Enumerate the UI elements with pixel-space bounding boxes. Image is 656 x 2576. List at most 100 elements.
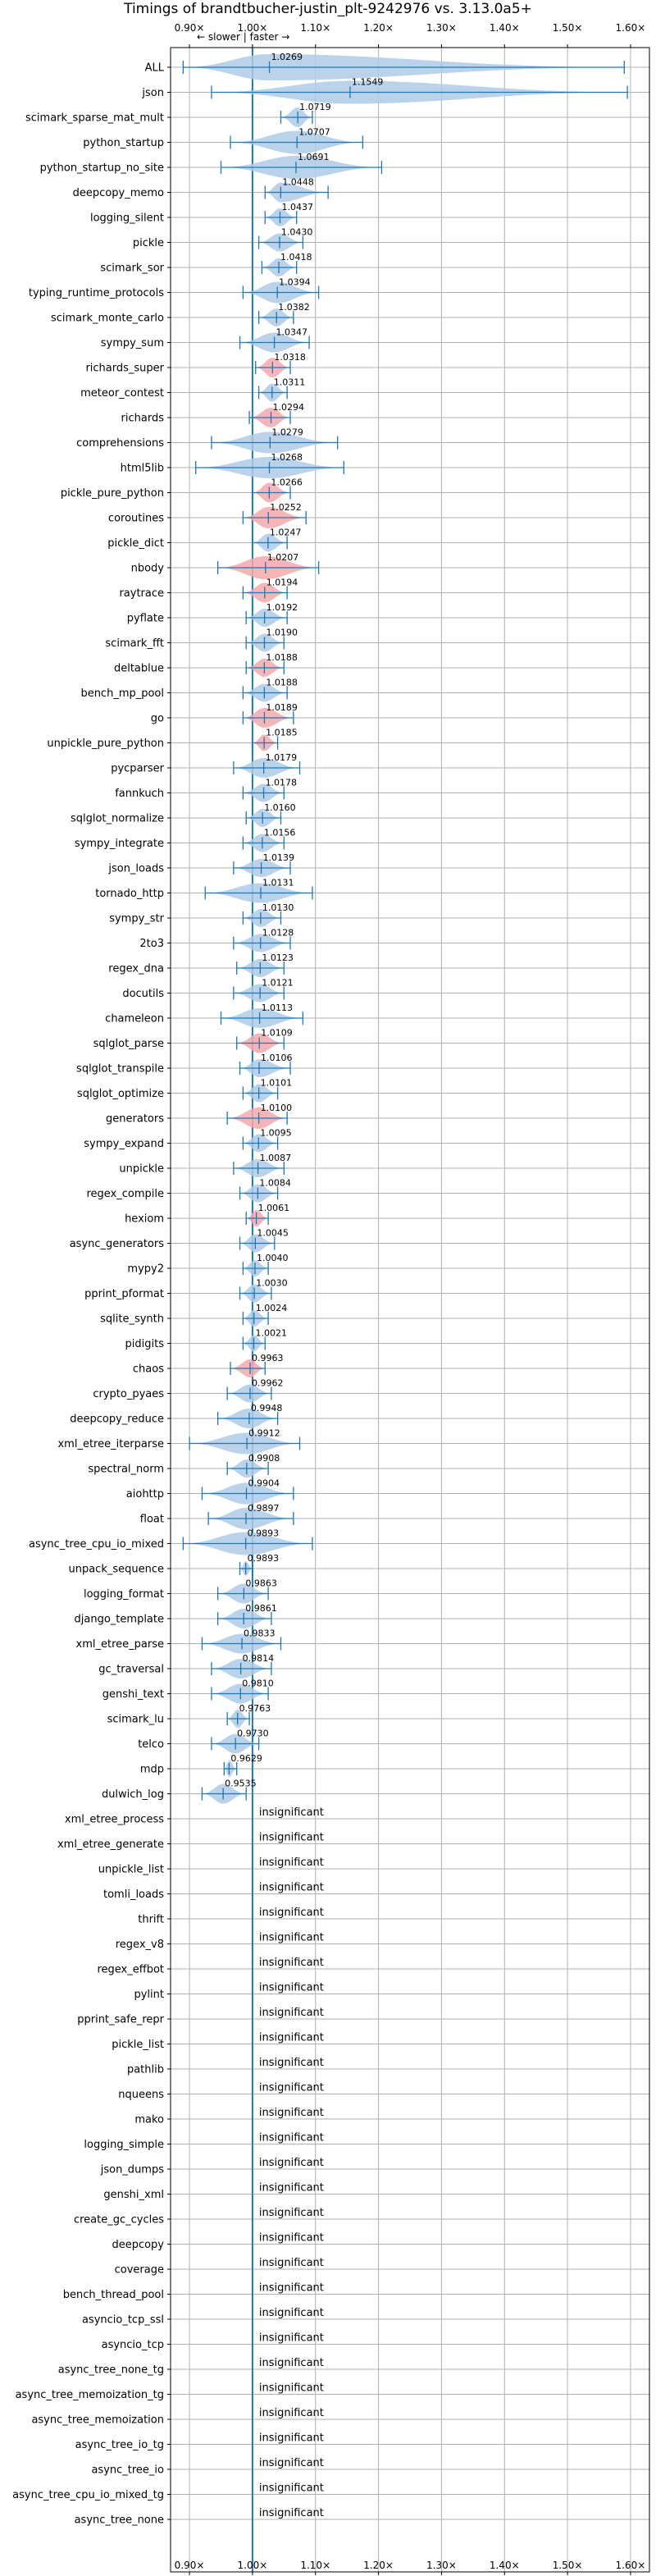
data-label: 0.9629 bbox=[230, 1753, 262, 1764]
data-label: 1.0045 bbox=[257, 1228, 289, 1239]
data-label: 1.0279 bbox=[271, 427, 303, 438]
data-label: 1.0123 bbox=[262, 952, 294, 963]
data-label: 1.0190 bbox=[266, 628, 298, 638]
category-label: html5lib bbox=[121, 463, 164, 475]
category-label: pidigits bbox=[125, 1338, 165, 1350]
insignificant-label: insignificant bbox=[259, 2032, 324, 2044]
category-label: async_tree_io_tg bbox=[75, 2439, 164, 2451]
data-label: 0.9962 bbox=[252, 1378, 284, 1389]
category-label: richards bbox=[121, 413, 165, 425]
insignificant-label: insignificant bbox=[259, 1882, 324, 1894]
category-label: xml_etree_parse bbox=[76, 1638, 164, 1651]
insignificant-label: insignificant bbox=[259, 1932, 324, 1944]
data-label: 1.0318 bbox=[274, 352, 306, 363]
insignificant-label: insignificant bbox=[259, 2132, 324, 2144]
insignificant-label: insignificant bbox=[259, 2007, 324, 2019]
data-label: 1.0061 bbox=[258, 1203, 290, 1213]
data-label: 1.0294 bbox=[272, 402, 304, 413]
insignificant-label: insignificant bbox=[259, 1982, 324, 1994]
category-label: nqueens bbox=[118, 2089, 164, 2101]
insignificant-label: insignificant bbox=[259, 2182, 324, 2195]
category-label: django_template bbox=[75, 1614, 164, 1626]
category-label: scimark_lu bbox=[107, 1714, 164, 1726]
category-label: fannkuch bbox=[115, 788, 164, 800]
category-label: sqlglot_transpile bbox=[76, 1063, 164, 1076]
category-label: mdp bbox=[140, 1764, 164, 1776]
category-label: 2to3 bbox=[139, 938, 164, 950]
x-tick-label-top: 1.60× bbox=[616, 22, 646, 34]
data-label: 0.9863 bbox=[245, 1578, 277, 1589]
data-label: 0.9893 bbox=[248, 1528, 280, 1539]
category-label: unpickle_pure_python bbox=[47, 738, 164, 750]
category-label: logging_format bbox=[84, 1588, 164, 1601]
category-label: docutils bbox=[122, 988, 164, 1000]
category-label: generators bbox=[106, 1113, 164, 1126]
category-label: coroutines bbox=[108, 513, 164, 525]
category-label: pickle bbox=[133, 237, 164, 249]
category-label: tornado_http bbox=[95, 888, 164, 900]
category-label: genshi_xml bbox=[103, 2189, 164, 2201]
insignificant-label: insignificant bbox=[259, 2457, 324, 2469]
category-label: mypy2 bbox=[127, 1263, 164, 1276]
category-label: regex_effbot bbox=[97, 1964, 164, 1976]
category-label: scimark_fft bbox=[105, 637, 164, 650]
category-label: xml_etree_iterparse bbox=[57, 1438, 164, 1450]
violins: 1.0269 1.1549 1.0719 1.0707 1.0691 1.0448 1.04… bbox=[182, 48, 628, 2572]
insignificant-label: insignificant bbox=[259, 2232, 324, 2245]
category-label: crypto_pyaes bbox=[93, 1388, 164, 1400]
insignificant-label: insignificant bbox=[259, 1957, 324, 1969]
category-label: hexiom bbox=[125, 1213, 164, 1226]
data-label: 1.1549 bbox=[352, 77, 384, 88]
x-tick-label-bottom: 1.50× bbox=[553, 2560, 583, 2571]
category-label: nbody bbox=[131, 563, 165, 575]
data-label: 1.0719 bbox=[299, 102, 331, 112]
data-label: 1.0113 bbox=[262, 1003, 294, 1013]
data-label: 1.0247 bbox=[270, 528, 302, 538]
category-label: xml_etree_process bbox=[65, 1814, 164, 1826]
category-label: xml_etree_generate bbox=[57, 1838, 164, 1851]
insignificant-label: insignificant bbox=[259, 2257, 324, 2269]
grid bbox=[167, 44, 649, 2575]
category-label: pyflate bbox=[127, 613, 164, 625]
category-labels: ALL json scimark_sparse_mat_mult python_sta… bbox=[12, 62, 165, 2527]
category-label: async_generators bbox=[70, 1238, 165, 1250]
data-label: 1.0128 bbox=[262, 928, 294, 939]
data-label: 1.0268 bbox=[271, 452, 303, 463]
insignificant-label: insignificant bbox=[259, 2082, 324, 2094]
category-label: python_startup bbox=[83, 137, 164, 149]
category-label: thrift bbox=[138, 1914, 164, 1926]
data-label: 0.9897 bbox=[248, 1503, 280, 1514]
category-label: mako bbox=[134, 2114, 164, 2126]
data-label: 1.0448 bbox=[282, 177, 314, 188]
category-label: gc_traversal bbox=[98, 1664, 164, 1676]
data-label: 0.9948 bbox=[251, 1403, 283, 1414]
insignificant-label: insignificant bbox=[259, 2057, 324, 2069]
category-label: create_gc_cycles bbox=[74, 2214, 164, 2227]
category-label: pathlib bbox=[127, 2064, 164, 2076]
category-label: sqlite_synth bbox=[100, 1313, 164, 1326]
category-label: asyncio_tcp_ssl bbox=[82, 2314, 164, 2327]
data-label: 1.0189 bbox=[266, 702, 298, 713]
data-label: 1.0192 bbox=[266, 602, 298, 613]
category-label: sympy_integrate bbox=[75, 838, 164, 850]
category-label: async_tree_none_tg bbox=[58, 2364, 164, 2377]
insignificant-label: insignificant bbox=[259, 2507, 324, 2519]
category-label: pycparser bbox=[111, 763, 164, 775]
insignificant-label: insignificant bbox=[259, 1832, 324, 1844]
category-label: deepcopy_reduce bbox=[70, 1414, 164, 1426]
data-label: 1.0160 bbox=[264, 802, 296, 813]
data-label: 1.0188 bbox=[266, 678, 298, 688]
insignificant-label: insignificant bbox=[259, 2332, 324, 2345]
category-label: regex_compile bbox=[86, 1188, 164, 1200]
x-tick-label-top: 1.50× bbox=[553, 22, 583, 34]
category-label: async_tree_cpu_io_mixed_tg bbox=[12, 2489, 164, 2501]
category-label: chaos bbox=[133, 1363, 164, 1376]
insignificant-label: insignificant bbox=[259, 2357, 324, 2369]
category-label: pprint_pformat bbox=[84, 1288, 164, 1300]
data-label: 0.9893 bbox=[248, 1553, 280, 1564]
category-label: async_tree_cpu_io_mixed bbox=[29, 1538, 164, 1551]
category-label: logging_silent bbox=[90, 212, 164, 225]
category-label: pickle_pure_python bbox=[61, 487, 164, 500]
insignificant-label: insignificant bbox=[259, 1806, 324, 1819]
